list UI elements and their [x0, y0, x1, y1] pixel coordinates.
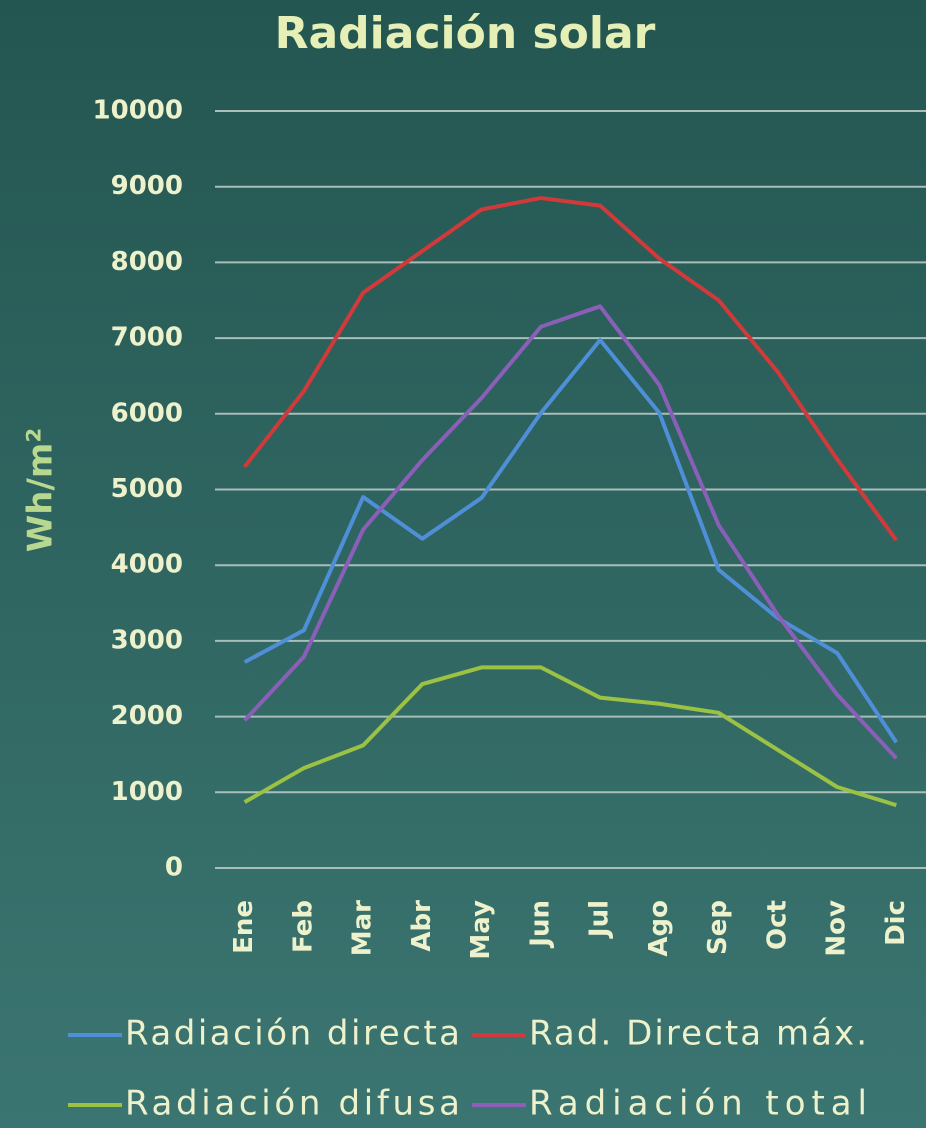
x-tick-label: Jul [585, 900, 615, 939]
x-tick-label: Oct [762, 900, 792, 950]
x-tick-label: Abr [407, 900, 437, 952]
y-tick-label: 4000 [111, 550, 183, 580]
y-tick-label: 3000 [111, 625, 183, 655]
x-tick-label: Ene [229, 900, 259, 954]
x-tick-label: Jun [525, 900, 555, 949]
y-tick-label: 7000 [111, 323, 183, 353]
y-tick-label: 8000 [111, 247, 183, 277]
legend-label: Rad. Directa máx. [529, 1014, 867, 1054]
line [243, 337, 899, 744]
x-tick-label: Sep [703, 900, 733, 955]
y-tick-label: 9000 [111, 171, 183, 201]
legend-label: Radiación total [529, 1084, 867, 1124]
line [243, 304, 898, 760]
y-tick-label: 2000 [111, 701, 183, 731]
line [243, 665, 897, 808]
chart-title: Radiación solar [275, 8, 656, 59]
y-tick-label: 6000 [111, 398, 183, 428]
line [243, 196, 898, 542]
y-tick-label: 0 [165, 853, 183, 883]
y-tick-label: 10000 [93, 96, 183, 126]
y-tick-label: 1000 [111, 777, 183, 807]
x-tick-label: Mar [348, 900, 378, 956]
y-tick-label: 5000 [111, 474, 183, 504]
x-tick-label: May [466, 900, 496, 960]
legend-label: Radiación directa [125, 1014, 460, 1054]
x-tick-label: Ago [644, 900, 674, 957]
x-tick-label: Feb [288, 900, 318, 953]
y-axis-label: Wh/m² [21, 428, 61, 552]
x-tick-label: Dic [881, 900, 911, 946]
x-tick-label: Nov [822, 900, 852, 957]
legend-label: Radiación difusa [125, 1084, 460, 1124]
